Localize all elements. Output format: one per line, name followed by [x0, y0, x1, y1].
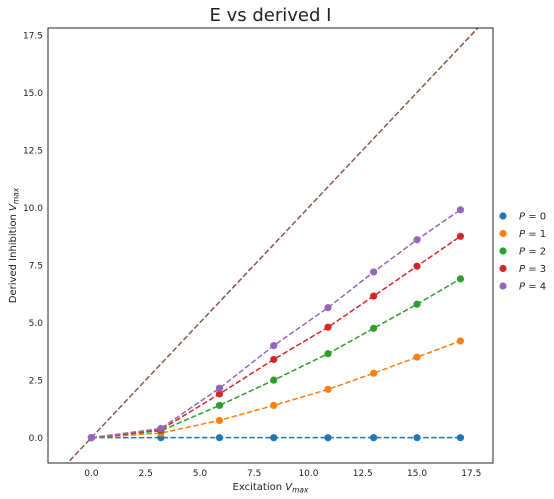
legend-entry: P = 2	[499, 247, 546, 258]
data-point	[215, 384, 224, 392]
x-tick-label: 10.0	[298, 469, 318, 479]
reference-line	[66, 28, 479, 463]
y-axis-label-sub: max	[12, 187, 21, 204]
legend-label-var: P	[519, 264, 526, 275]
legend: P = 0P = 1P = 2P = 3P = 4	[499, 212, 546, 293]
legend-label-rest: = 0	[525, 212, 546, 223]
x-axis-label-main: Excitation	[233, 482, 286, 493]
legend-label: P = 1	[519, 229, 546, 240]
series-4	[87, 206, 465, 442]
axes: 0.0 2.5 5.0 7.5 10.0 12.5 15.0 17.5 0.0 2.5 5.0 7.5…	[8, 5, 494, 495]
legend-marker	[499, 229, 507, 238]
data-point	[456, 206, 465, 214]
data-point	[270, 401, 278, 410]
data-point	[413, 236, 421, 244]
data-point	[215, 434, 224, 442]
x-axis-label-sub: max	[292, 486, 309, 495]
data-point	[370, 292, 378, 300]
legend-marker	[499, 212, 507, 220]
series-line	[91, 209, 461, 439]
y-tick-label: 10.0	[23, 204, 43, 214]
data-point	[370, 324, 378, 332]
y-tick-label: 5.0	[29, 319, 44, 329]
y-tick-label: 15.0	[23, 89, 43, 99]
y-tick-label: 0.0	[29, 434, 44, 444]
legend-label: P = 2	[519, 247, 546, 258]
x-tick-label: 7.5	[247, 469, 261, 479]
series-1	[87, 337, 465, 442]
plot-frame	[47, 27, 494, 464]
data-point	[324, 385, 332, 393]
legend-entry: P = 0	[499, 212, 546, 223]
legend-label-rest: = 3	[525, 264, 546, 275]
y-axis-label: Derived Inhibition Vmax	[8, 187, 21, 303]
data-point	[456, 275, 465, 283]
legend-entry: P = 3	[499, 264, 546, 275]
data-point	[324, 434, 332, 442]
legend-label-var: P	[519, 229, 526, 240]
data-point	[456, 232, 465, 240]
legend-label-rest: = 1	[525, 229, 546, 240]
legend-label-var: P	[519, 282, 526, 293]
data-point	[370, 268, 378, 276]
x-tick-label: 0.0	[84, 469, 99, 479]
x-axis-label: Excitation Vmax	[233, 482, 309, 495]
legend-label: P = 0	[519, 212, 546, 223]
data-point	[413, 262, 421, 270]
legend-entry: P = 4	[499, 282, 546, 293]
x-tick-label: 5.0	[193, 469, 208, 479]
y-tick-label: 2.5	[29, 377, 43, 387]
y-tick-label: 12.5	[23, 146, 43, 156]
legend-entry: P = 1	[499, 229, 546, 240]
legend-label: P = 4	[519, 282, 546, 293]
data-point	[215, 401, 224, 410]
data-point	[370, 369, 378, 377]
plot-content	[66, 28, 479, 463]
x-tick-label: 17.5	[461, 469, 481, 479]
x-axis-label-var: V	[285, 482, 293, 493]
series-3	[87, 232, 465, 442]
data-point	[413, 300, 421, 308]
legend-marker	[499, 282, 507, 290]
data-point	[87, 434, 96, 442]
x-tick-label: 2.5	[139, 469, 153, 479]
plot-area	[66, 28, 479, 463]
data-point	[157, 424, 165, 433]
data-point	[215, 416, 224, 425]
data-point	[324, 323, 332, 331]
y-tick-label: 7.5	[29, 262, 43, 272]
legend-label-rest: = 2	[525, 247, 546, 258]
chart-title: E vs derived I	[210, 5, 332, 26]
legend-label: P = 3	[519, 264, 546, 275]
series-line	[91, 278, 461, 439]
data-point	[413, 434, 421, 442]
y-axis-label-var: V	[8, 203, 19, 211]
y-axis-label-main: Derived Inhibition	[8, 211, 19, 303]
data-point	[324, 304, 332, 312]
data-point	[270, 434, 278, 442]
data-point	[270, 376, 278, 384]
legend-label-var: P	[519, 212, 526, 223]
data-point	[324, 350, 332, 358]
x-tick-label: 15.0	[407, 469, 427, 479]
legend-marker	[499, 247, 507, 255]
legend-label-rest: = 4	[525, 282, 546, 293]
data-point	[413, 353, 421, 361]
data-point	[270, 355, 278, 364]
data-point	[370, 434, 378, 442]
data-point	[270, 342, 278, 350]
series-line	[91, 235, 461, 439]
data-point	[456, 434, 465, 442]
legend-label-var: P	[519, 247, 526, 258]
data-point	[456, 337, 465, 345]
y-tick-label: 17.5	[23, 31, 43, 41]
series-0	[87, 434, 465, 442]
data-point	[215, 390, 224, 398]
series-line	[91, 340, 461, 439]
legend-marker	[499, 264, 507, 273]
x-tick-label: 12.5	[353, 469, 373, 479]
